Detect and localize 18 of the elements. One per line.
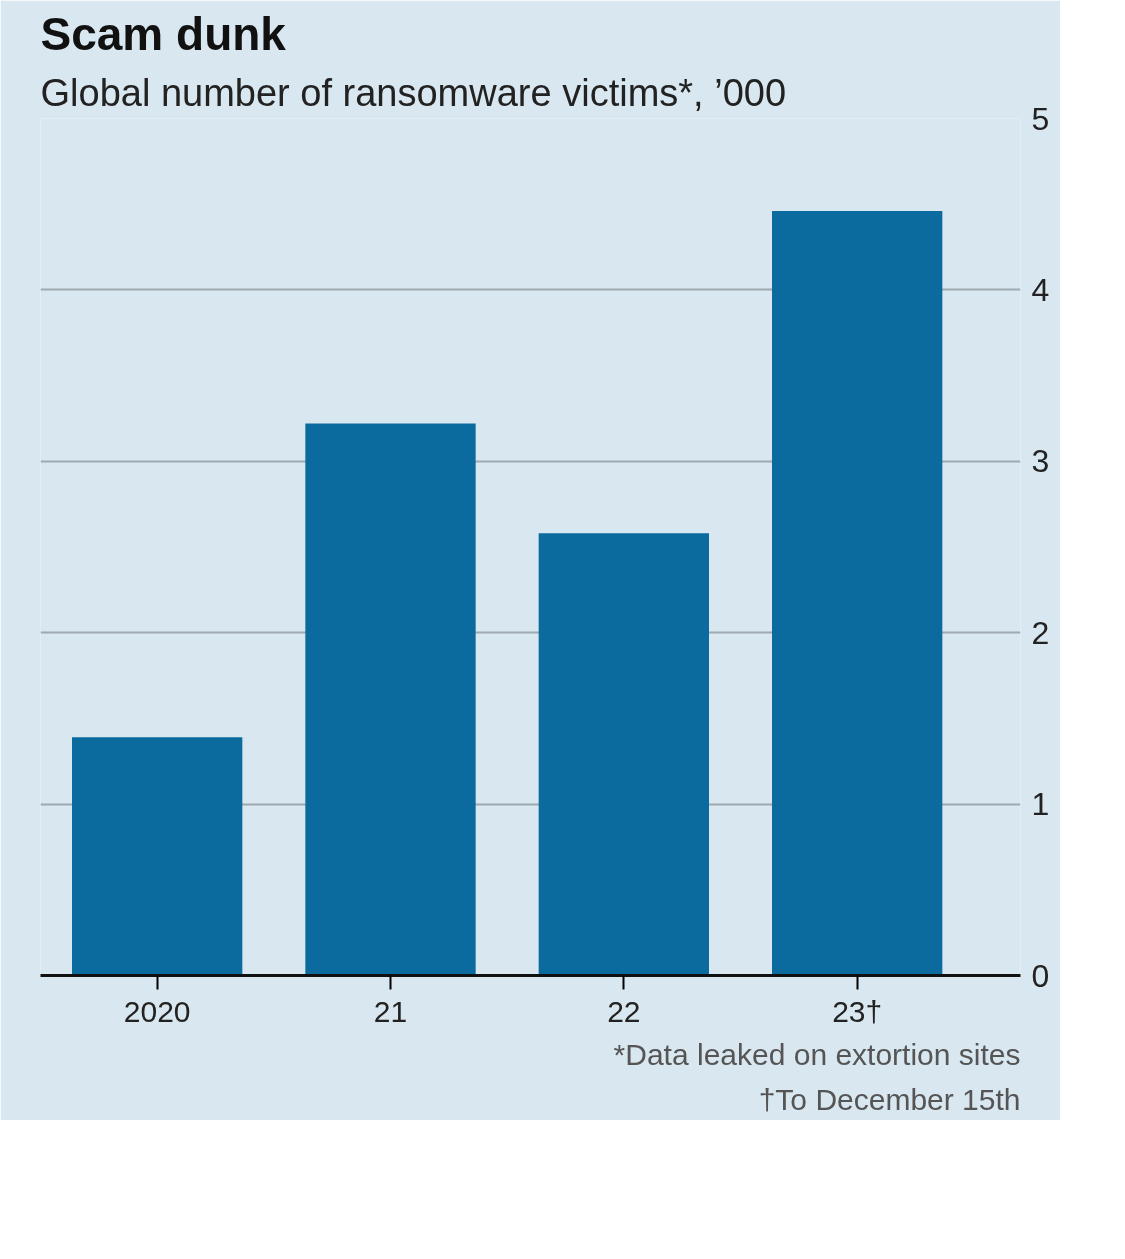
y-tick-label: 2	[1031, 614, 1050, 651]
text: *Data leaked on extortion sites	[613, 1037, 1021, 1071]
y-tick-label: 3	[1031, 443, 1050, 480]
x-tick-label: 2020	[123, 994, 191, 1028]
bar	[305, 423, 476, 976]
x-tick-label: 22	[607, 994, 641, 1028]
bar	[772, 211, 943, 976]
y-tick-label: 5	[1031, 100, 1050, 137]
y-tick-label: 0	[1031, 957, 1050, 994]
bar	[72, 737, 243, 976]
x-tick-label: 23†	[832, 994, 883, 1028]
x-tick-label: 21	[373, 994, 408, 1028]
text: †To December 15th	[758, 1082, 1021, 1116]
y-tick-label: 4	[1031, 271, 1050, 308]
chart-subtitle: Global number of ransomware victims*, ’000	[40, 71, 787, 114]
y-tick-label: 1	[1031, 786, 1050, 823]
bar	[538, 533, 709, 976]
chart-title: Scam dunk	[40, 7, 287, 60]
